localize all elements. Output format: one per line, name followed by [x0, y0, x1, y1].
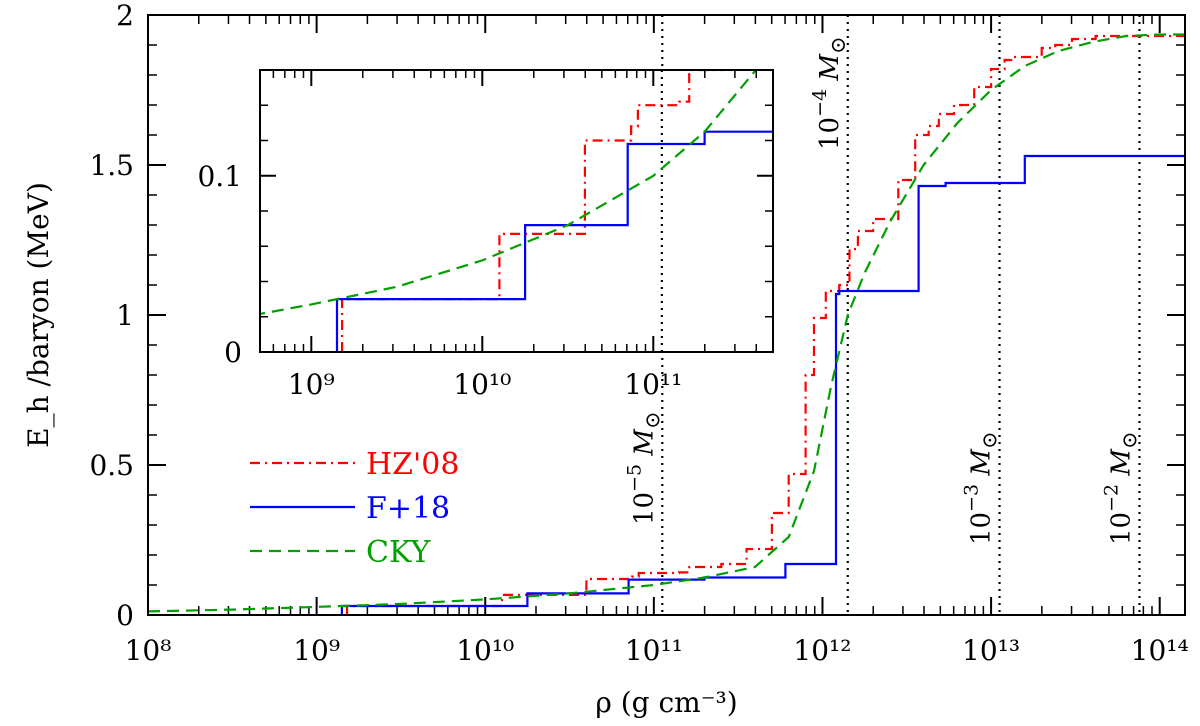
series-line-cky [148, 33, 1185, 613]
inset-x-tick-label: 10⁹ [288, 368, 335, 401]
inset-y-tick-label: 0 [224, 336, 242, 369]
inset-frame [259, 69, 774, 353]
main-frame [147, 14, 1186, 616]
inset-background [260, 70, 773, 352]
mass-marker-label: 10−4 M⊙ [809, 36, 850, 150]
x-axis-title: ρ (g cm⁻³) [595, 686, 737, 719]
mass-marker-label: 10−3 M⊙ [961, 431, 1002, 545]
x-tick-label: 10¹¹ [625, 634, 683, 667]
x-tick-label: 10¹⁰ [456, 634, 514, 667]
inset-x-tick-label: 10¹⁰ [453, 368, 511, 401]
y-tick-label: 0 [116, 599, 134, 632]
y-tick-label: 2 [116, 0, 134, 32]
inset-axes: 10⁹ 10¹⁰ 10¹¹ 0 0.1 [197, 70, 774, 401]
series-line-cky [260, 70, 758, 316]
x-tick-label: 10¹³ [962, 634, 1020, 667]
legend-label: F+18 [366, 491, 450, 526]
inset-y-tick-label: 0.1 [197, 160, 242, 193]
series-line-f-18 [340, 154, 1185, 615]
inset-series [260, 70, 773, 352]
mass-marker-label: 10−2 M⊙ [1100, 431, 1141, 545]
x-tick-label: 10⁹ [293, 634, 340, 667]
legend-label: HZ'08 [366, 447, 459, 482]
legend: HZ'08 F+18 CKY [250, 447, 459, 570]
x-tick-label: 10⁸ [125, 634, 172, 667]
main-series [148, 33, 1185, 615]
x-tick-label: 10¹² [793, 634, 851, 667]
inset-x-tick-label: 10¹¹ [624, 368, 682, 401]
legend-label: CKY [366, 535, 432, 570]
x-tick-label: 10¹⁴ [1131, 634, 1189, 667]
mass-marker-label: 10−5 M⊙ [623, 411, 664, 525]
main-axes: 10⁸ 10⁹ 10¹⁰ 10¹¹ 10¹² 10¹³ 10¹⁴ 0 0.5 1 1.5 2 ρ (g … [22, 0, 1189, 719]
series-line-hz-08 [345, 34, 1185, 615]
y-tick-label: 1.5 [89, 149, 134, 182]
y-axis-title: E_h /baryon (MeV) [22, 182, 55, 448]
y-tick-label: 0.5 [89, 449, 134, 482]
y-tick-label: 1 [116, 299, 134, 332]
plot-layer: 10⁸ 10⁹ 10¹⁰ 10¹¹ 10¹² 10¹³ 10¹⁴ 0 0.5 1 1.5 2 ρ (g … [22, 0, 1189, 719]
series-line-f-18 [335, 130, 773, 352]
